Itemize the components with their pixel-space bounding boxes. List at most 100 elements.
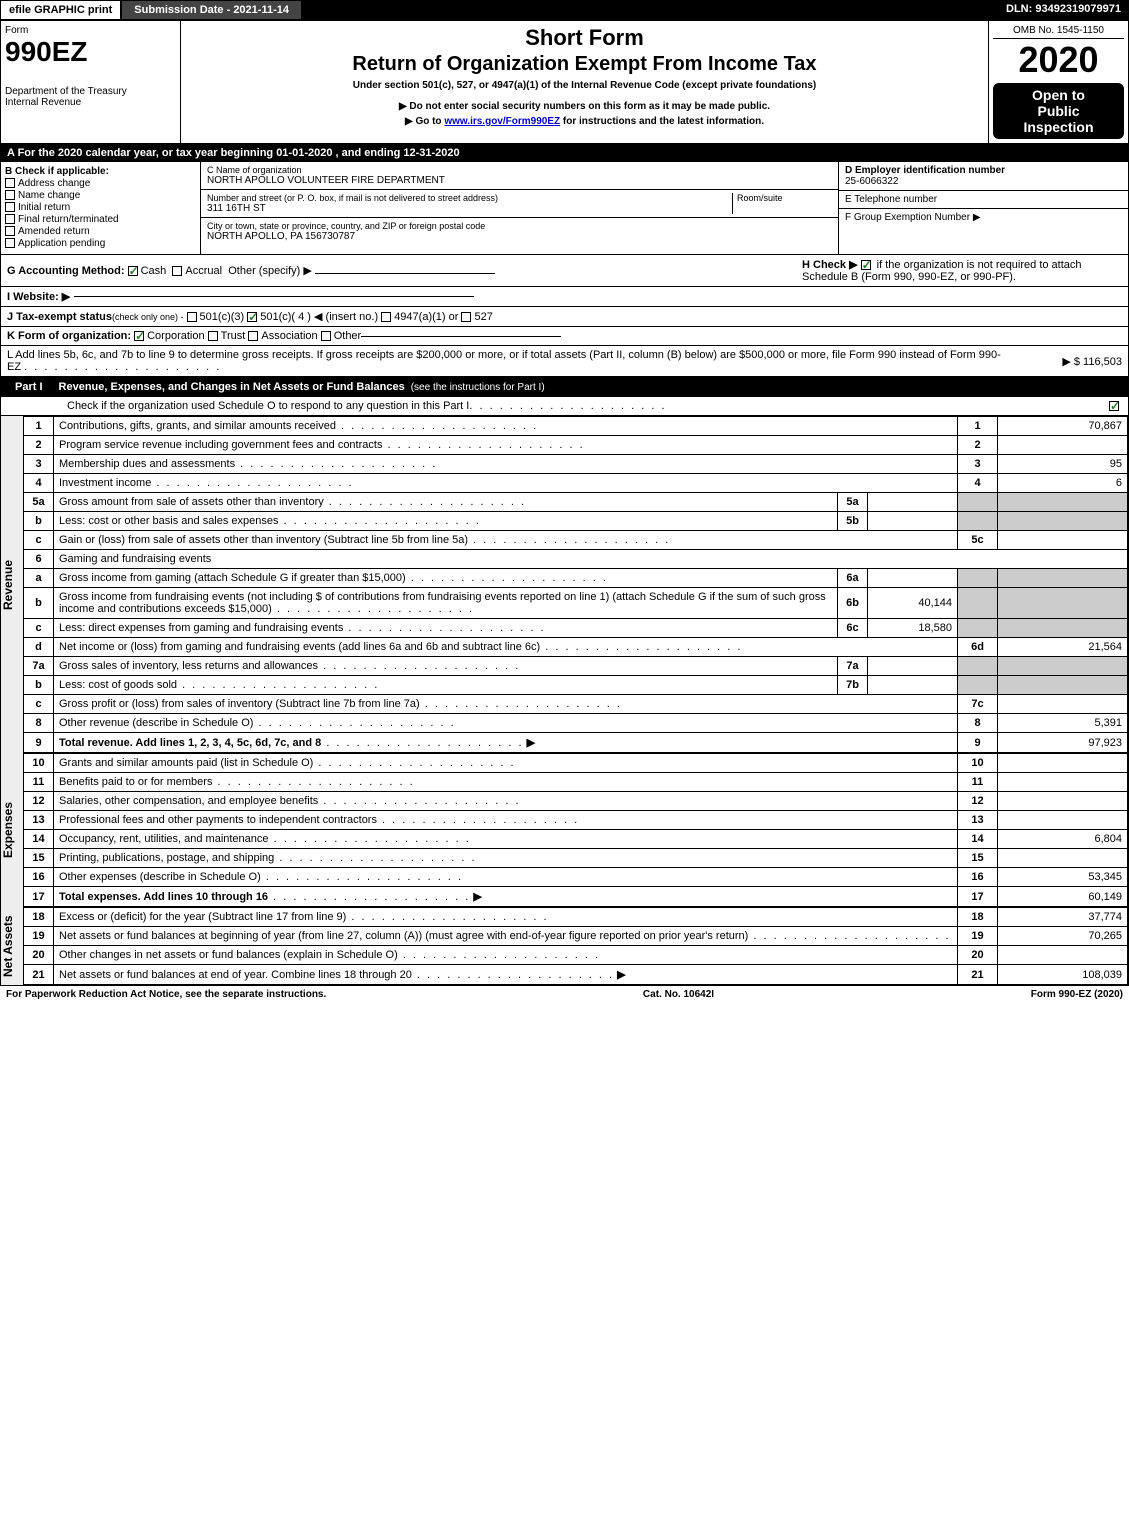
dln-label: DLN: 93492319079971 [998, 0, 1129, 20]
table-row: bLess: cost of goods sold7b [24, 676, 1128, 695]
table-row: aGross income from gaming (attach Schedu… [24, 569, 1128, 588]
chk-other-org[interactable] [321, 331, 331, 341]
netassets-side-label: Net Assets [1, 907, 23, 985]
submission-date-button[interactable]: Submission Date - 2021-11-14 [121, 0, 302, 20]
chk-501c[interactable] [247, 312, 257, 322]
chk-trust[interactable] [208, 331, 218, 341]
line-k-label: K Form of organization: [7, 330, 131, 342]
dept-label: Department of the Treasury [5, 86, 176, 97]
table-row: 20Other changes in net assets or fund ba… [24, 946, 1128, 965]
telephone-label: E Telephone number [839, 191, 1128, 209]
irs-label: Internal Revenue [5, 97, 176, 108]
title-return: Return of Organization Exempt From Incom… [185, 53, 984, 76]
line-i-label: I Website: ▶ [7, 290, 70, 303]
table-row: 2Program service revenue including gover… [24, 436, 1128, 455]
part1-label: Part I [7, 381, 51, 393]
footer-right: Form 990-EZ (2020) [1031, 989, 1123, 1000]
line-g-h: G Accounting Method: Cash Accrual Other … [1, 255, 1128, 287]
other-org-input[interactable] [361, 336, 561, 337]
line-i: I Website: ▶ [1, 287, 1128, 307]
table-row: 17Total expenses. Add lines 10 through 1… [24, 887, 1128, 907]
part1-note: (see the instructions for Part I) [411, 382, 545, 393]
line-j-label: J Tax-exempt status [7, 311, 112, 323]
chk-name-change[interactable]: Name change [5, 190, 196, 201]
table-row: 7aGross sales of inventory, less returns… [24, 657, 1128, 676]
table-row: bLess: cost or other basis and sales exp… [24, 512, 1128, 531]
chk-address-change[interactable]: Address change [5, 178, 196, 189]
footer-left: For Paperwork Reduction Act Notice, see … [6, 989, 326, 1000]
chk-final-return[interactable]: Final return/terminated [5, 214, 196, 225]
ein-label: D Employer identification number [845, 165, 1122, 176]
chk-association[interactable] [248, 331, 258, 341]
group-exemption-label: F Group Exemption Number ▶ [839, 209, 1128, 226]
form-id-box: Form 990EZ Department of the Treasury In… [1, 21, 181, 143]
table-row: 3Membership dues and assessments395 [24, 455, 1128, 474]
open-to: Open to [997, 87, 1120, 103]
table-row: 15Printing, publications, postage, and s… [24, 849, 1128, 868]
other-specify-input[interactable] [315, 273, 495, 274]
ein-value: 25-6066322 [845, 176, 1122, 187]
section-de: D Employer identification number 25-6066… [838, 162, 1128, 254]
title-short-form: Short Form [185, 25, 984, 51]
footer-mid: Cat. No. 10642I [643, 989, 714, 1000]
chk-application-pending[interactable]: Application pending [5, 238, 196, 249]
section-b: B Check if applicable: Address change Na… [1, 162, 201, 254]
efile-print-button[interactable]: efile GRAPHIC print [0, 0, 121, 20]
table-row: 19Net assets or fund balances at beginni… [24, 927, 1128, 946]
table-row: 21Net assets or fund balances at end of … [24, 965, 1128, 985]
table-row: cGain or (loss) from sale of assets othe… [24, 531, 1128, 550]
table-row: 12Salaries, other compensation, and empl… [24, 792, 1128, 811]
chk-initial-return[interactable]: Initial return [5, 202, 196, 213]
revenue-table: 1Contributions, gifts, grants, and simil… [23, 416, 1128, 753]
chk-amended-return[interactable]: Amended return [5, 226, 196, 237]
info-grid: B Check if applicable: Address change Na… [1, 162, 1128, 255]
form-word: Form [5, 25, 176, 36]
omb-number: OMB No. 1545-1150 [993, 25, 1124, 39]
chk-schedule-o[interactable] [1109, 401, 1119, 411]
footer: For Paperwork Reduction Act Notice, see … [0, 986, 1129, 1003]
line-j: J Tax-exempt status (check only one) - 5… [1, 307, 1128, 327]
part1-header: Part I Revenue, Expenses, and Changes in… [1, 377, 1128, 397]
expenses-section: Expenses 10Grants and similar amounts pa… [1, 753, 1128, 907]
chk-cash[interactable] [128, 266, 138, 276]
ssn-warning: ▶ Do not enter social security numbers o… [185, 101, 984, 112]
city-label: City or town, state or province, country… [207, 221, 832, 231]
revenue-side-label: Revenue [1, 416, 23, 753]
table-row: 14Occupancy, rent, utilities, and mainte… [24, 830, 1128, 849]
chk-501c3[interactable] [187, 312, 197, 322]
irs-link[interactable]: www.irs.gov/Form990EZ [444, 116, 560, 127]
section-b-label: B Check if applicable: [5, 166, 196, 177]
goto-line: ▶ Go to www.irs.gov/Form990EZ for instru… [185, 116, 984, 127]
chk-schedule-b[interactable] [861, 260, 871, 270]
org-name: NORTH APOLLO VOLUNTEER FIRE DEPARTMENT [207, 175, 832, 186]
room-label: Room/suite [732, 193, 832, 214]
table-row: dNet income or (loss) from gaming and fu… [24, 638, 1128, 657]
expenses-side-label: Expenses [1, 753, 23, 907]
line-l: L Add lines 5b, 6c, and 7b to line 9 to … [1, 346, 1128, 377]
table-row: 1Contributions, gifts, grants, and simil… [24, 417, 1128, 436]
other-specify: Other (specify) ▶ [228, 265, 312, 277]
website-input[interactable] [74, 296, 474, 297]
table-row: 18Excess or (deficit) for the year (Subt… [24, 908, 1128, 927]
addr-value: 311 16TH ST [207, 203, 732, 214]
line-g-label: G Accounting Method: [7, 265, 125, 277]
chk-corporation[interactable] [134, 331, 144, 341]
org-name-label: C Name of organization [207, 165, 832, 175]
table-row: 6Gaming and fundraising events [24, 550, 1128, 569]
tax-year: 2020 [993, 39, 1124, 81]
chk-4947[interactable] [381, 312, 391, 322]
netassets-table: 18Excess or (deficit) for the year (Subt… [23, 907, 1128, 985]
table-row: cGross profit or (loss) from sales of in… [24, 695, 1128, 714]
table-row: cLess: direct expenses from gaming and f… [24, 619, 1128, 638]
table-row: 4Investment income46 [24, 474, 1128, 493]
chk-527[interactable] [461, 312, 471, 322]
table-row: 13Professional fees and other payments t… [24, 811, 1128, 830]
subtitle: Under section 501(c), 527, or 4947(a)(1)… [185, 80, 984, 91]
chk-accrual[interactable] [172, 266, 182, 276]
inspection: Inspection [997, 119, 1120, 135]
form-title-box: Short Form Return of Organization Exempt… [181, 21, 988, 143]
table-row: 16Other expenses (describe in Schedule O… [24, 868, 1128, 887]
part1-title: Revenue, Expenses, and Changes in Net As… [59, 381, 405, 393]
part1-check-note-row: Check if the organization used Schedule … [1, 397, 1128, 416]
table-row: 5aGross amount from sale of assets other… [24, 493, 1128, 512]
